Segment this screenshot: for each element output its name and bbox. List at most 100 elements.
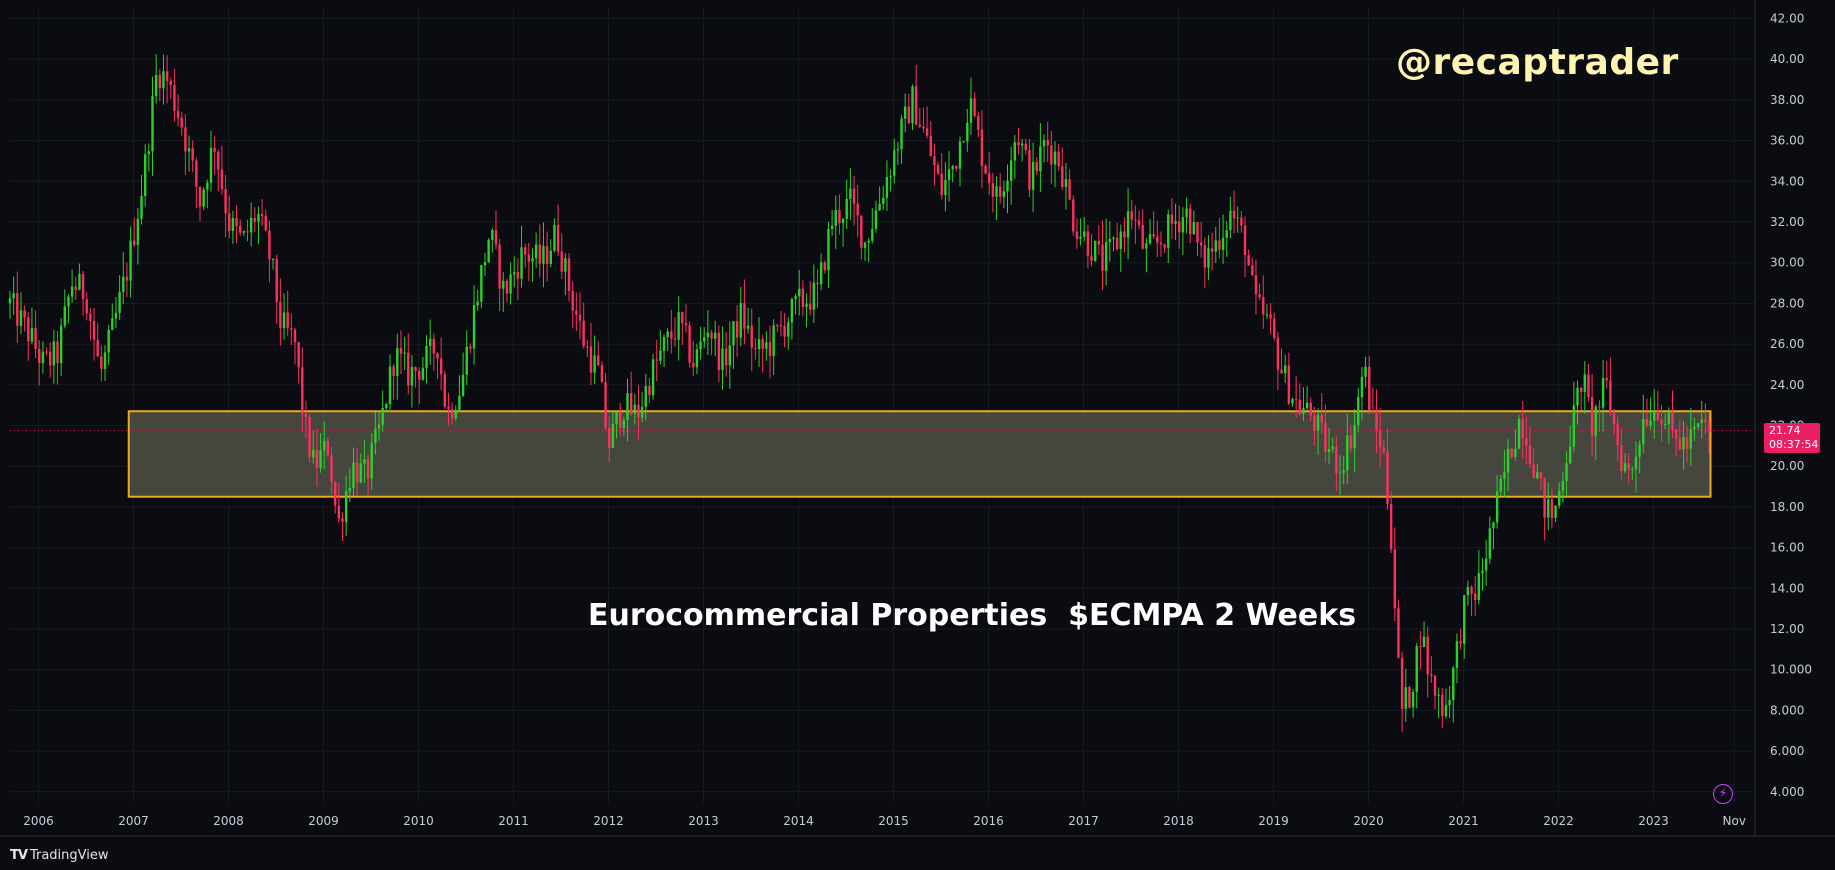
candle-body xyxy=(1495,491,1499,523)
candle-body xyxy=(1353,424,1356,449)
candle-body xyxy=(202,189,205,207)
candle-body xyxy=(1470,587,1473,594)
candle-body xyxy=(1433,675,1437,696)
candle-body xyxy=(224,189,227,214)
candle-body xyxy=(374,428,377,443)
candle-body xyxy=(1547,499,1550,518)
candle-body xyxy=(640,406,644,418)
candle-body xyxy=(169,80,172,86)
candle-body xyxy=(476,301,479,306)
candle-body xyxy=(874,210,878,229)
candle-body xyxy=(1251,265,1254,276)
candle-body xyxy=(1685,436,1689,449)
candle-body xyxy=(1627,463,1630,470)
candle-body xyxy=(158,75,162,89)
candle-body xyxy=(1601,377,1605,408)
candle-body xyxy=(195,160,198,187)
candle-body xyxy=(1163,244,1166,248)
candle-body xyxy=(1408,687,1411,708)
candle-body xyxy=(1247,255,1250,266)
tradingview-logo[interactable]: TV TradingView xyxy=(10,846,108,864)
candle-body xyxy=(735,321,739,338)
candle-body xyxy=(1437,694,1440,696)
candle-body xyxy=(454,409,457,419)
candle-body xyxy=(1013,142,1017,161)
candle-body xyxy=(27,317,30,342)
candle-body xyxy=(695,349,699,368)
candle-body xyxy=(396,348,399,376)
candle-body xyxy=(925,128,929,136)
candle-body xyxy=(439,358,443,375)
candle-body xyxy=(238,226,242,233)
candle-body xyxy=(1207,248,1210,268)
x-tick-label: 2015 xyxy=(878,814,909,828)
candle-body xyxy=(78,274,81,290)
candle-body xyxy=(713,332,717,339)
candle-body xyxy=(1521,419,1524,439)
candle-body xyxy=(1598,406,1601,408)
candle-body xyxy=(136,218,140,245)
candle-body xyxy=(1068,179,1071,200)
candle-body xyxy=(133,240,136,245)
candle-body xyxy=(388,366,392,405)
candle-body xyxy=(1302,408,1305,414)
candle-body xyxy=(1203,245,1207,268)
candle-body xyxy=(604,382,607,428)
candle-body xyxy=(1075,231,1079,239)
candle-body xyxy=(1477,573,1481,601)
candle-body xyxy=(830,225,834,229)
candle-body xyxy=(772,325,775,356)
candle-body xyxy=(414,367,417,372)
candle-body xyxy=(611,423,615,448)
candle-body xyxy=(1327,449,1331,452)
candle-body xyxy=(1236,217,1239,219)
candle-body xyxy=(341,518,344,522)
candle-body xyxy=(366,459,370,479)
candle-body xyxy=(282,312,286,329)
candle-body xyxy=(1653,410,1656,421)
candle-body xyxy=(1028,150,1031,190)
candle-body xyxy=(1612,412,1616,424)
candle-body xyxy=(852,188,856,204)
candle-body xyxy=(1053,151,1057,165)
candle-body xyxy=(768,342,772,356)
candle-body xyxy=(1678,438,1682,450)
candle-body xyxy=(1181,217,1185,233)
candle-body xyxy=(1262,297,1265,315)
candle-body xyxy=(1083,231,1086,237)
candle-body xyxy=(1086,231,1090,256)
candle-body xyxy=(1536,472,1539,479)
candle-body xyxy=(19,310,23,326)
candle-body xyxy=(944,179,947,196)
candle-body xyxy=(1225,230,1228,238)
candle-body xyxy=(1481,570,1484,574)
candle-body xyxy=(1411,691,1415,708)
y-tick-label: 4.000 xyxy=(1770,785,1804,799)
candle-body xyxy=(443,374,447,407)
candle-body xyxy=(1357,397,1360,425)
candle-body xyxy=(841,218,845,223)
y-tick-label: 8.000 xyxy=(1770,703,1804,717)
candle-body xyxy=(469,346,472,349)
candle-body xyxy=(692,362,695,368)
candle-body xyxy=(399,348,403,354)
x-tick-label: 2010 xyxy=(403,814,434,828)
candle-body xyxy=(732,321,735,346)
candle-body xyxy=(1199,242,1203,246)
candle-body xyxy=(173,85,176,111)
candle-body xyxy=(191,148,194,161)
candle-body xyxy=(670,331,673,339)
candle-body xyxy=(480,265,483,302)
candle-body xyxy=(1484,558,1488,571)
candle-body xyxy=(743,303,746,329)
candle-body xyxy=(1415,646,1418,692)
lightning-icon[interactable]: ⚡ xyxy=(1713,784,1733,804)
candle-body xyxy=(527,254,531,262)
candle-body xyxy=(235,217,238,227)
candle-body xyxy=(315,449,319,468)
candle-body xyxy=(1210,248,1214,252)
candle-body xyxy=(246,231,249,233)
candle-body xyxy=(1448,700,1451,706)
